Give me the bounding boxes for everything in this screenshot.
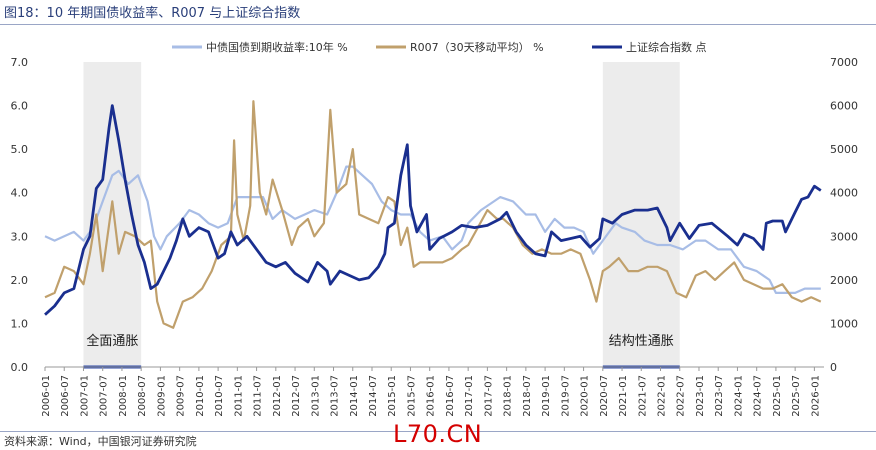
x-tick-label: 2012-01 (272, 375, 283, 417)
chart-legend: 中债国债到期收益率:10年 % R007（30天移动平均） % 上证综合指数 点 (172, 40, 707, 54)
y-right-tick-label: 7000 (830, 56, 858, 69)
x-tick-label: 2022-07 (676, 375, 687, 417)
x-tick-label: 2018-01 (503, 375, 514, 417)
x-tick-label: 2025-01 (772, 375, 783, 417)
x-tick-label: 2018-07 (522, 375, 533, 417)
x-tick-label: 2020-01 (580, 375, 591, 417)
x-tick-label: 2024-07 (753, 375, 764, 417)
x-tick-label: 2006-07 (60, 375, 71, 417)
watermark-text: L70.CN (393, 420, 483, 448)
x-tick-label: 2008-01 (118, 375, 129, 417)
y-left-tick-label: 7.0 (11, 56, 29, 69)
shaded-period-1 (602, 62, 680, 367)
x-tick-label: 2013-01 (310, 375, 321, 417)
x-tick-label: 2009-01 (156, 375, 167, 417)
x-tick-label: 2011-01 (233, 375, 244, 417)
legend-label-0: 中债国债到期收益率:10年 % (206, 40, 348, 54)
y-left-tick-label: 2.0 (11, 274, 29, 287)
y-left-tick-label: 5.0 (11, 143, 29, 156)
source-note: 资料来源：Wind，中国银河证券研究院 (4, 435, 197, 448)
x-tick-label: 2023-01 (695, 375, 706, 417)
line-chart: 全面通胀 结构性通胀 0.0 1.0 2.0 3.0 4.0 5.0 6.0 7.0 0 1000 2… (11, 40, 859, 417)
chart-series-lines (44, 100, 822, 329)
x-tick-label: 2019-01 (541, 375, 552, 417)
x-tick-label: 2026-01 (810, 375, 821, 417)
x-tick-label: 2006-01 (41, 375, 52, 417)
x-tick-label: 2010-07 (214, 375, 225, 417)
x-tick-label: 2011-07 (253, 375, 264, 417)
x-tick-label: 2017-01 (464, 375, 475, 417)
y-right-tick-label: 5000 (830, 143, 858, 156)
y-right-tick-label: 0 (830, 361, 837, 374)
y-left-tick-label: 0.0 (11, 361, 29, 374)
x-tick-label: 2007-07 (99, 375, 110, 417)
x-tick-label: 2008-07 (137, 375, 148, 417)
y-right-tick-label: 1000 (830, 317, 858, 330)
bottom-rule (0, 431, 876, 432)
x-tick-label: 2009-07 (176, 375, 187, 417)
x-tick-label: 2014-07 (368, 375, 379, 417)
shaded-period-label-1: 结构性通胀 (609, 334, 674, 349)
x-tick-label: 2015-01 (387, 375, 398, 417)
x-tick-label: 2022-01 (657, 375, 668, 417)
x-tick-label: 2019-07 (560, 375, 571, 417)
x-tick-label: 2016-01 (426, 375, 437, 417)
x-tick-label: 2024-01 (733, 375, 744, 417)
y-left-tick-label: 1.0 (11, 317, 29, 330)
y-left-tick-label: 6.0 (11, 100, 29, 113)
y-left-tick-label: 3.0 (11, 230, 29, 243)
r007-line (44, 100, 822, 329)
legend-label-1: R007（30天移动平均） % (410, 41, 544, 54)
x-tick-label: 2013-07 (330, 375, 341, 417)
chart-title: 图18：10 年期国债收益率、R007 与上证综合指数 (4, 6, 301, 21)
x-tick-label: 2015-07 (406, 375, 417, 417)
legend-label-2: 上证综合指数 点 (626, 40, 707, 54)
gov10y-line (44, 165, 821, 294)
y-right-tick-label: 6000 (830, 100, 858, 113)
x-tick-label: 2020-07 (599, 375, 610, 417)
top-rule (0, 24, 876, 25)
x-tick-label: 2007-01 (79, 375, 90, 417)
x-tick-label: 2021-07 (637, 375, 648, 417)
x-tick-label: 2010-01 (195, 375, 206, 417)
sse-index-line (44, 104, 822, 316)
y-right-tick-label: 3000 (830, 230, 858, 243)
x-tick-label: 2023-07 (714, 375, 725, 417)
x-tick-label: 2021-01 (618, 375, 629, 417)
x-tick-label: 2017-07 (483, 375, 494, 417)
x-tick-label: 2012-07 (291, 375, 302, 417)
y-right-tick-label: 2000 (830, 274, 858, 287)
x-tick-label: 2016-07 (445, 375, 456, 417)
shaded-period-label-0: 全面通胀 (86, 333, 138, 349)
x-tick-label: 2025-07 (791, 375, 802, 417)
x-tick-label: 2014-01 (349, 375, 360, 417)
y-left-tick-label: 4.0 (11, 187, 29, 200)
chart-axes: 0.0 1.0 2.0 3.0 4.0 5.0 6.0 7.0 0 1000 2000 3000 400… (11, 56, 859, 417)
y-right-tick-label: 4000 (830, 187, 858, 200)
